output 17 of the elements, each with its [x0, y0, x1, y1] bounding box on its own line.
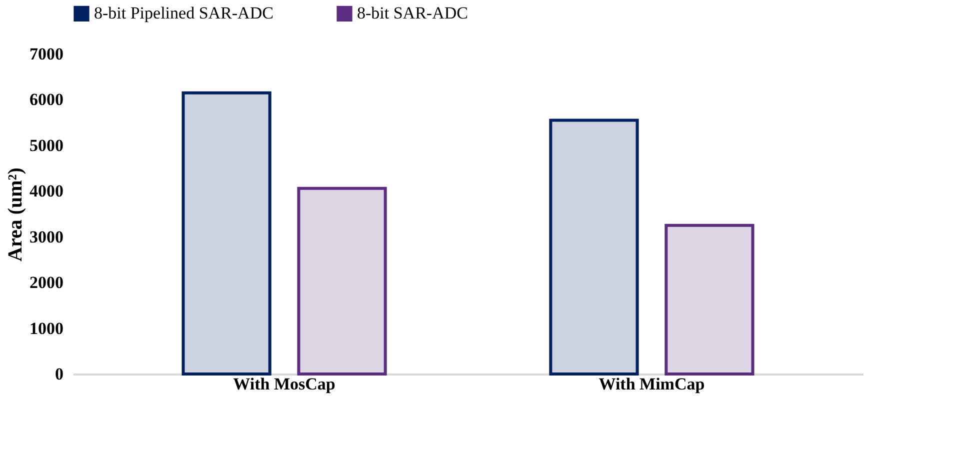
x-tick-label: With MosCap	[233, 374, 336, 394]
y-tick-label: 2000	[30, 273, 64, 292]
bar	[664, 224, 754, 376]
legend-label: 8-bit SAR-ADC	[357, 4, 468, 23]
bar	[549, 118, 639, 376]
y-tick-label: 4000	[30, 182, 64, 201]
y-tick-label: 0	[55, 364, 64, 384]
y-tick-label: 3000	[30, 227, 64, 246]
y-tick-label: 7000	[30, 44, 64, 64]
y-axis-title: Area (um²)	[4, 168, 26, 262]
y-tick-label: 5000	[30, 136, 64, 155]
bar	[297, 186, 387, 376]
y-tick-label: 6000	[30, 90, 64, 110]
bar	[182, 91, 272, 376]
y-tick-label: 1000	[30, 318, 64, 338]
legend-label: 8-bit Pipelined SAR-ADC	[94, 4, 274, 23]
x-tick-label: With MimCap	[598, 374, 705, 394]
